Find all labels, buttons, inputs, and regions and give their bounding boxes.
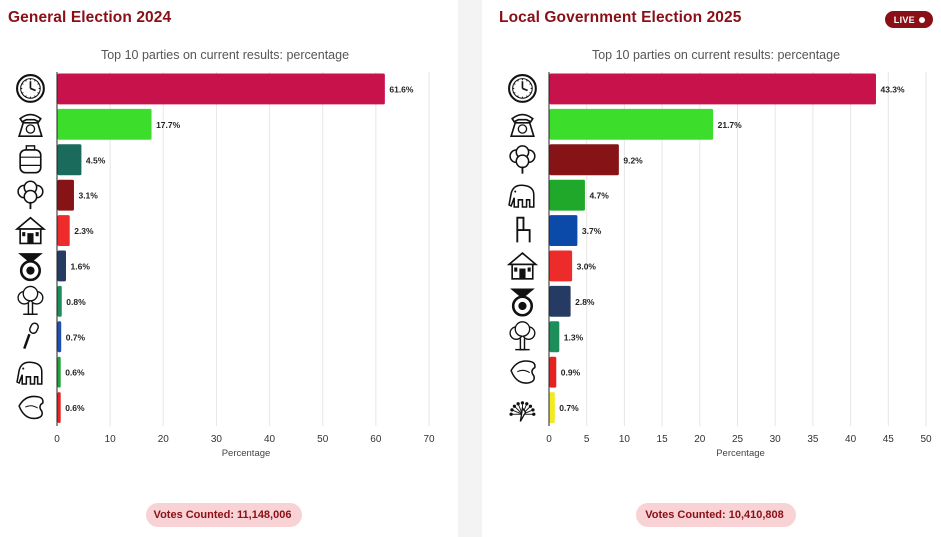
bar[interactable] xyxy=(57,321,62,353)
x-tick-label: 40 xyxy=(264,434,276,445)
general-election-chart: Top 10 parties on current results: perce… xyxy=(14,48,435,459)
bar[interactable] xyxy=(57,144,82,176)
microphone-symbol xyxy=(23,322,39,350)
x-tick-label: 5 xyxy=(584,434,590,445)
bar-value-label: 0.6% xyxy=(65,368,85,378)
x-tick-label: 10 xyxy=(105,434,117,445)
live-dot-icon xyxy=(919,16,925,23)
bar[interactable] xyxy=(549,108,714,140)
conch-shell-symbol xyxy=(18,395,44,420)
peacock-symbol xyxy=(509,401,536,422)
chair-symbol xyxy=(516,216,531,243)
votes-counted-label: Votes Counted: xyxy=(645,509,726,521)
wheel-symbol xyxy=(18,253,43,282)
bar[interactable] xyxy=(57,215,70,246)
x-tick-label: 20 xyxy=(694,434,706,445)
bar[interactable] xyxy=(57,108,152,140)
wheel-symbol xyxy=(510,288,535,317)
x-tick-label: 30 xyxy=(211,434,223,445)
cotton-plant-symbol xyxy=(509,145,536,174)
x-tick-label: 30 xyxy=(770,434,782,445)
elephant-symbol xyxy=(508,184,535,208)
votes-counted-badge: Votes Counted: 11,148,006 xyxy=(146,503,302,527)
telephone-symbol xyxy=(18,113,43,138)
tree-symbol xyxy=(17,285,44,315)
bar-value-label: 0.7% xyxy=(559,403,579,413)
panel-title: Local Government Election 2025 xyxy=(499,9,742,26)
local-election-panel: Local Government Election 2025 LIVE Top … xyxy=(482,0,941,537)
chart-subtitle: Top 10 parties on current results: perce… xyxy=(101,48,349,62)
clock-symbol xyxy=(16,74,45,103)
bar[interactable] xyxy=(57,179,74,211)
votes-counted-value: 10,410,808 xyxy=(728,509,784,521)
x-tick-label: 35 xyxy=(807,434,819,445)
x-tick-label: 70 xyxy=(423,434,435,445)
bar[interactable] xyxy=(549,392,555,423)
bar-value-label: 3.0% xyxy=(577,261,597,271)
bar-value-label: 2.8% xyxy=(575,297,595,307)
bar[interactable] xyxy=(57,73,385,105)
clock-symbol xyxy=(508,74,537,103)
bar-value-label: 2.3% xyxy=(74,226,94,236)
general-election-panel: General Election 2024 Top 10 parties on … xyxy=(0,0,458,537)
x-tick-label: 15 xyxy=(657,434,669,445)
x-tick-label: 50 xyxy=(920,434,932,445)
bar[interactable] xyxy=(57,250,67,282)
x-axis-label: Percentage xyxy=(716,448,765,459)
bar[interactable] xyxy=(549,215,578,246)
bar[interactable] xyxy=(549,73,876,105)
cotton-plant-symbol xyxy=(17,180,44,210)
local-election-chart: Top 10 parties on current results: perce… xyxy=(506,48,932,459)
bar-value-label: 0.8% xyxy=(66,297,86,307)
chart-subtitle: Top 10 parties on current results: perce… xyxy=(592,48,840,62)
x-tick-label: 60 xyxy=(370,434,382,445)
panel-title: General Election 2024 xyxy=(8,9,172,26)
votes-counted-value: 11,148,006 xyxy=(237,509,292,521)
bar[interactable] xyxy=(549,321,560,353)
telephone-symbol xyxy=(510,113,535,138)
bar[interactable] xyxy=(549,179,585,211)
bar[interactable] xyxy=(549,250,573,282)
live-badge: LIVE xyxy=(884,11,933,28)
bar[interactable] xyxy=(549,144,619,176)
bar[interactable] xyxy=(57,356,61,388)
conch-shell-symbol xyxy=(510,360,536,384)
x-axis-label: Percentage xyxy=(222,448,271,459)
bar-value-label: 61.6% xyxy=(389,84,414,94)
bar[interactable] xyxy=(57,392,61,423)
x-tick-label: 0 xyxy=(546,434,552,445)
gas-cylinder-symbol xyxy=(19,145,42,174)
bar-value-label: 4.5% xyxy=(86,155,106,165)
bar-value-label: 4.7% xyxy=(589,191,609,201)
x-tick-label: 40 xyxy=(845,434,857,445)
bar[interactable] xyxy=(57,285,62,317)
elephant-symbol xyxy=(16,361,43,385)
bar-value-label: 17.7% xyxy=(156,120,181,130)
panel-divider xyxy=(458,0,482,537)
x-tick-label: 45 xyxy=(883,434,895,445)
bar-value-label: 9.2% xyxy=(623,155,643,165)
bar-value-label: 1.6% xyxy=(71,261,91,271)
x-tick-label: 25 xyxy=(732,434,744,445)
votes-counted-label: Votes Counted: xyxy=(153,509,235,521)
bar-value-label: 0.7% xyxy=(66,332,86,342)
x-tick-label: 20 xyxy=(158,434,170,445)
bar[interactable] xyxy=(549,356,557,388)
bar[interactable] xyxy=(549,285,571,317)
bar-value-label: 43.3% xyxy=(880,84,905,94)
x-tick-label: 0 xyxy=(54,434,60,445)
house-symbol xyxy=(506,252,539,280)
tree-symbol xyxy=(509,321,536,351)
x-tick-label: 50 xyxy=(317,434,329,445)
bar-value-label: 3.1% xyxy=(78,191,98,201)
bar-value-label: 3.7% xyxy=(582,226,602,236)
bar-value-label: 0.6% xyxy=(65,403,85,413)
bar-value-label: 21.7% xyxy=(718,120,743,130)
bar-value-label: 1.3% xyxy=(564,332,584,342)
live-label: LIVE xyxy=(893,14,915,25)
bar-value-label: 0.9% xyxy=(561,368,581,378)
votes-counted-badge: Votes Counted: 10,410,808 xyxy=(636,503,796,527)
x-tick-label: 10 xyxy=(619,434,631,445)
house-symbol xyxy=(14,216,47,245)
